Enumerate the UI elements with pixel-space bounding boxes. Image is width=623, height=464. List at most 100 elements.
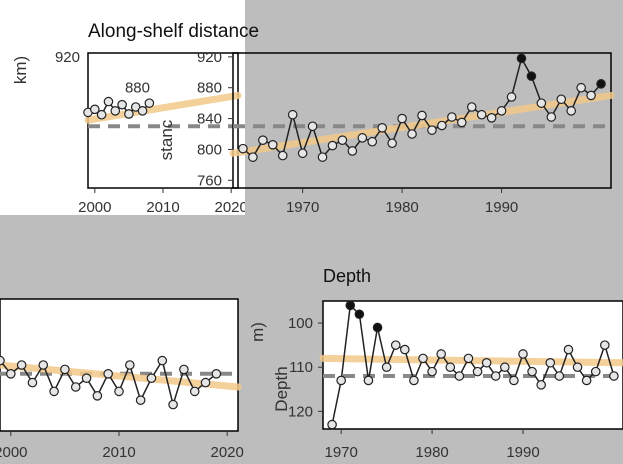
data-point xyxy=(436,349,446,359)
y-axis-unit: m) xyxy=(248,322,267,342)
data-point xyxy=(372,322,383,333)
data-point xyxy=(590,366,601,377)
y-tick-label: 840 xyxy=(197,111,222,128)
x-tick-label: 1990 xyxy=(506,444,539,461)
data-point xyxy=(146,373,157,383)
trend-band xyxy=(0,361,242,391)
plot-area xyxy=(232,52,612,189)
data-point xyxy=(297,148,308,159)
data-point xyxy=(49,386,59,397)
data-point xyxy=(307,121,318,132)
data-point xyxy=(481,357,492,368)
data-point xyxy=(27,377,38,388)
data-point xyxy=(409,375,419,386)
panel-bottom-right: Depth 1970 1980 1990 100 110 120 Depth m) xyxy=(248,266,623,461)
data-point xyxy=(437,120,447,131)
data-point xyxy=(427,366,437,377)
data-point xyxy=(576,82,586,93)
x-tick-label: 2010 xyxy=(102,444,135,461)
trend-band xyxy=(229,91,615,157)
data-point xyxy=(490,371,501,381)
data-point xyxy=(327,419,337,430)
data-point xyxy=(466,102,477,112)
panel-bottom-left: 2000 2010 2020 xyxy=(0,298,244,461)
data-point xyxy=(390,340,401,350)
data-point xyxy=(546,112,557,122)
data-point xyxy=(179,364,189,375)
data-point xyxy=(327,140,338,151)
chart-title: Along-shelf distance xyxy=(88,21,259,42)
data-point xyxy=(60,364,70,375)
y-tick-label: 920 xyxy=(197,49,222,66)
data-point xyxy=(496,106,507,116)
data-point xyxy=(367,136,378,147)
data-point xyxy=(400,344,410,355)
data-point xyxy=(336,375,346,386)
data-point xyxy=(506,92,517,102)
y-axis-label: km) xyxy=(11,56,30,84)
data-point xyxy=(137,106,148,116)
trend-band xyxy=(319,354,623,367)
data-point xyxy=(92,391,103,401)
data-point xyxy=(200,377,211,388)
data-point xyxy=(554,371,565,381)
data-point xyxy=(135,395,146,405)
data-point xyxy=(447,112,457,122)
data-point xyxy=(545,357,556,368)
data-point xyxy=(381,362,392,373)
data-point xyxy=(556,94,567,105)
data-point xyxy=(417,110,427,121)
trend-band xyxy=(84,91,242,124)
y-tick-label: 880 xyxy=(197,80,222,97)
data-point xyxy=(600,340,610,350)
data-point xyxy=(596,79,606,89)
data-point xyxy=(277,150,288,161)
y-tick-label: 880 xyxy=(125,80,150,97)
data-point xyxy=(157,355,168,366)
data-point xyxy=(124,109,134,119)
data-point xyxy=(267,140,278,150)
data-point xyxy=(357,133,368,143)
x-tick-label: 2000 xyxy=(78,199,111,215)
data-point xyxy=(363,375,374,386)
x-tick-label: 2020 xyxy=(210,444,243,461)
data-point xyxy=(407,129,417,139)
data-point xyxy=(114,386,124,397)
data-point xyxy=(418,353,428,364)
data-point xyxy=(454,371,465,381)
data-point xyxy=(445,362,456,373)
x-tick-label: 1980 xyxy=(415,444,448,461)
x-tick-label: 1970 xyxy=(324,444,357,461)
y-axis-label: Depth xyxy=(272,366,291,411)
data-point xyxy=(527,366,537,377)
data-point xyxy=(317,152,328,162)
data-point xyxy=(337,135,348,145)
data-point xyxy=(168,399,178,410)
x-tick-label: 1990 xyxy=(485,199,518,215)
data-point xyxy=(211,369,222,379)
data-point xyxy=(287,109,298,120)
x-tick-label: 1980 xyxy=(385,199,418,215)
data-point xyxy=(456,117,467,128)
data-point xyxy=(516,53,527,64)
data-point xyxy=(347,146,358,156)
data-point xyxy=(536,380,546,390)
data-point xyxy=(103,369,113,379)
y-tick-label: 920 xyxy=(55,49,80,66)
data-point xyxy=(16,360,27,370)
plot-area xyxy=(87,52,239,189)
data-point xyxy=(38,360,49,370)
data-point xyxy=(463,353,474,364)
data-point xyxy=(90,104,100,115)
y-axis-label: stanc xyxy=(157,119,176,160)
data-point xyxy=(518,349,528,359)
x-tick-label: 2010 xyxy=(146,199,179,215)
data-point xyxy=(0,355,5,366)
data-point xyxy=(509,375,519,386)
data-point xyxy=(566,106,577,116)
data-point xyxy=(6,369,16,379)
data-point xyxy=(472,366,483,377)
y-tick-label: 110 xyxy=(289,359,313,376)
data-point xyxy=(96,109,107,120)
data-point xyxy=(572,362,583,373)
